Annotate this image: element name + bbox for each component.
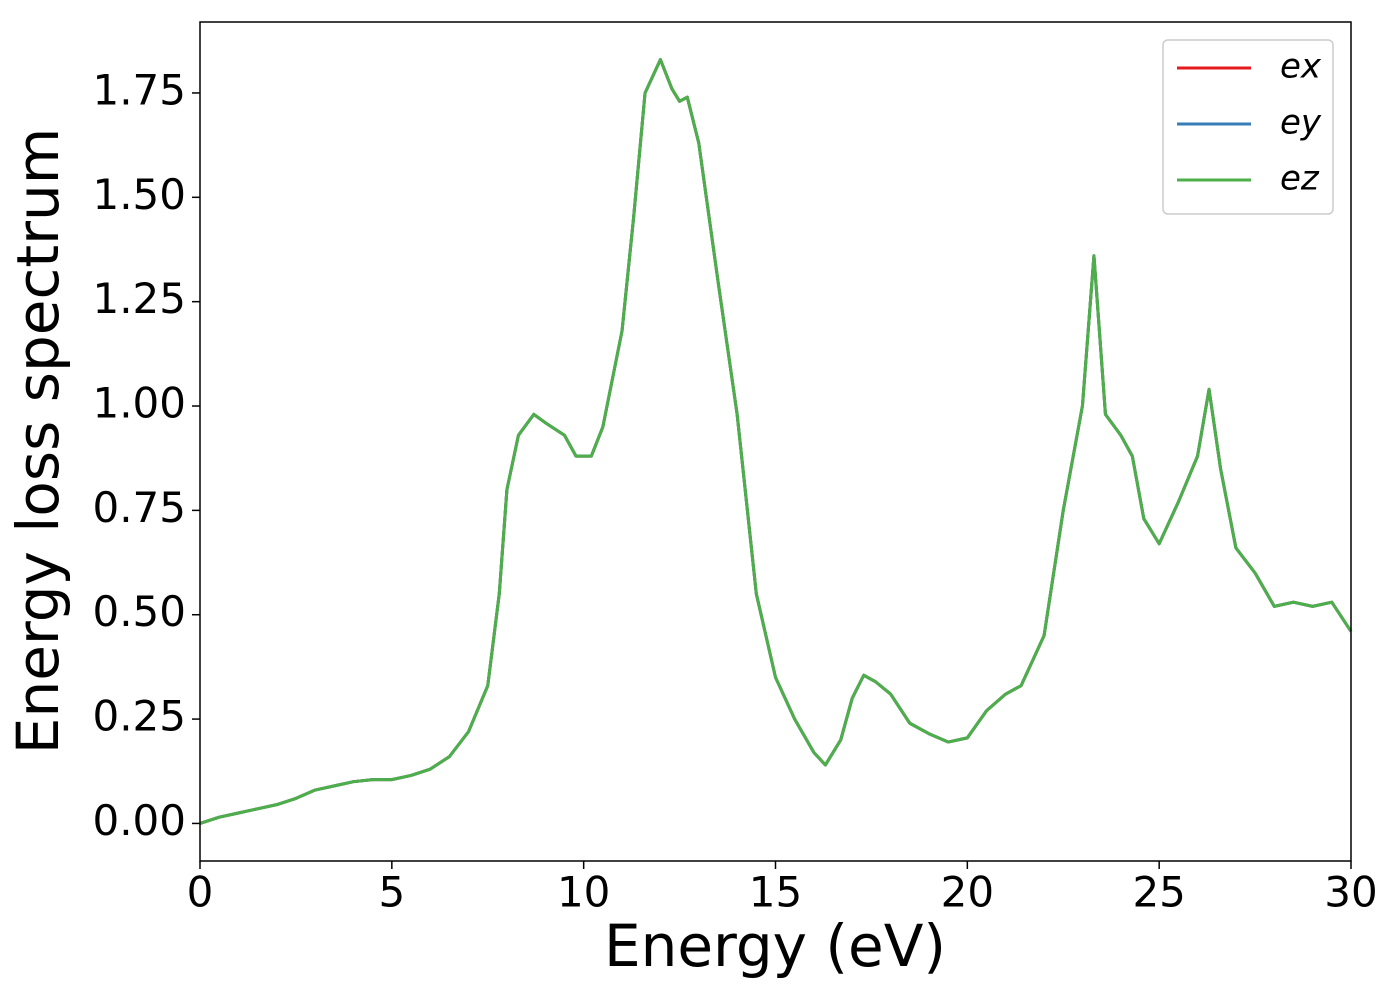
y-tick-label: 0.00 [92,796,186,845]
legend-box [1162,39,1334,215]
y-tick-label: 1.00 [92,379,186,428]
legend-label: ex [1280,47,1322,87]
x-tick-label: 25 [1132,868,1185,917]
legend-label: ey [1280,103,1322,143]
x-tick-label: 10 [557,868,610,917]
x-axis-label: Energy (eV) [604,912,946,980]
y-axis-label: Energy loss spectrum [4,128,72,754]
legend-label: ez [1280,159,1320,199]
x-tick-label: 20 [941,868,994,917]
x-tick-label: 15 [749,868,802,917]
data-line [199,58,1353,825]
x-tick-label: 5 [378,868,405,917]
x-tick-label: 0 [187,868,214,917]
y-tick-label: 0.50 [92,587,186,636]
plot-frame [199,21,1352,862]
y-tick-label: 0.75 [92,483,186,532]
y-tick-label: 1.25 [92,274,186,323]
x-tick-label: 30 [1324,868,1377,917]
y-tick-label: 1.75 [92,65,186,114]
y-tick-label: 1.50 [92,170,186,219]
y-tick-label: 0.25 [92,692,186,741]
